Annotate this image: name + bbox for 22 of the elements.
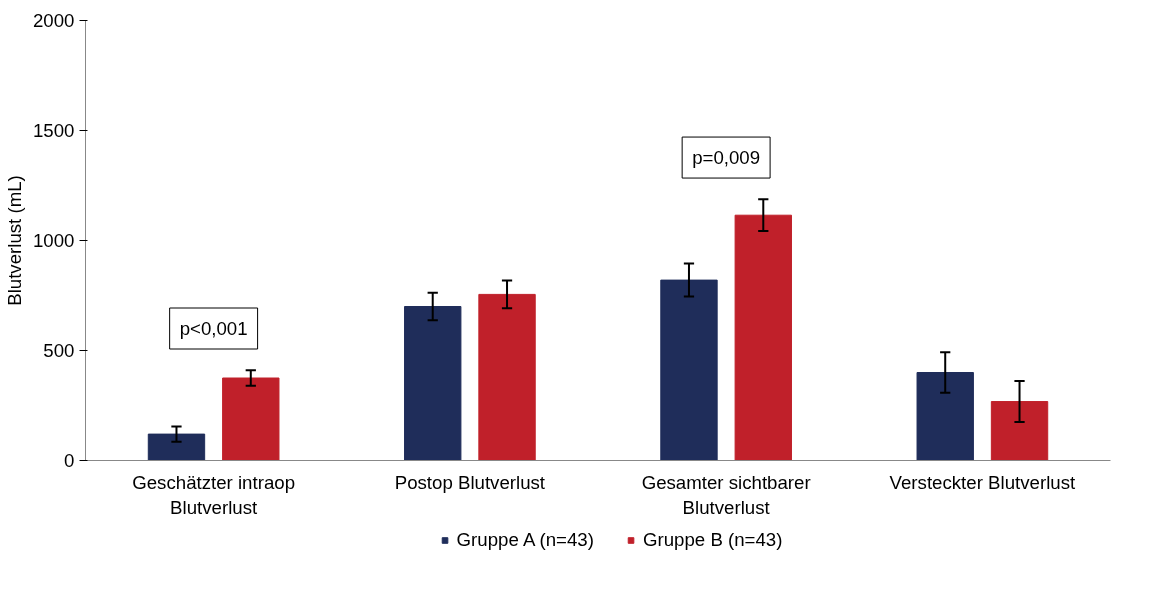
x-tick-label: Postop Blutverlust [394,471,546,493]
bar [660,279,718,461]
y-tick-label: 0 [64,450,75,471]
y-axis-title: Blutverlust (mL) [4,175,25,306]
bar [916,372,974,461]
y-tick-label: 500 [43,340,75,361]
annotation: p<0,001 [179,318,248,339]
y-tick-label: 2000 [33,10,75,31]
y-tick-label: 1500 [33,120,75,141]
legend-label: Gruppe B (n=43) [642,529,783,551]
bar [478,293,536,461]
bar [222,377,280,461]
x-tick-label: Versteckter Blutverlust [889,471,1076,493]
x-tick-label: Geschätzter intraop Blutverlust [132,471,296,518]
bar [734,214,792,461]
bar [404,306,462,461]
x-tick-label: Gesamter sichtbarer Blutverlust [641,471,811,518]
annotation: p=0,009 [692,147,761,169]
y-tick-label: 1000 [33,230,75,251]
legend-label: Gruppe A (n=43) [456,529,594,551]
bar [147,433,206,461]
bar [990,401,1049,461]
